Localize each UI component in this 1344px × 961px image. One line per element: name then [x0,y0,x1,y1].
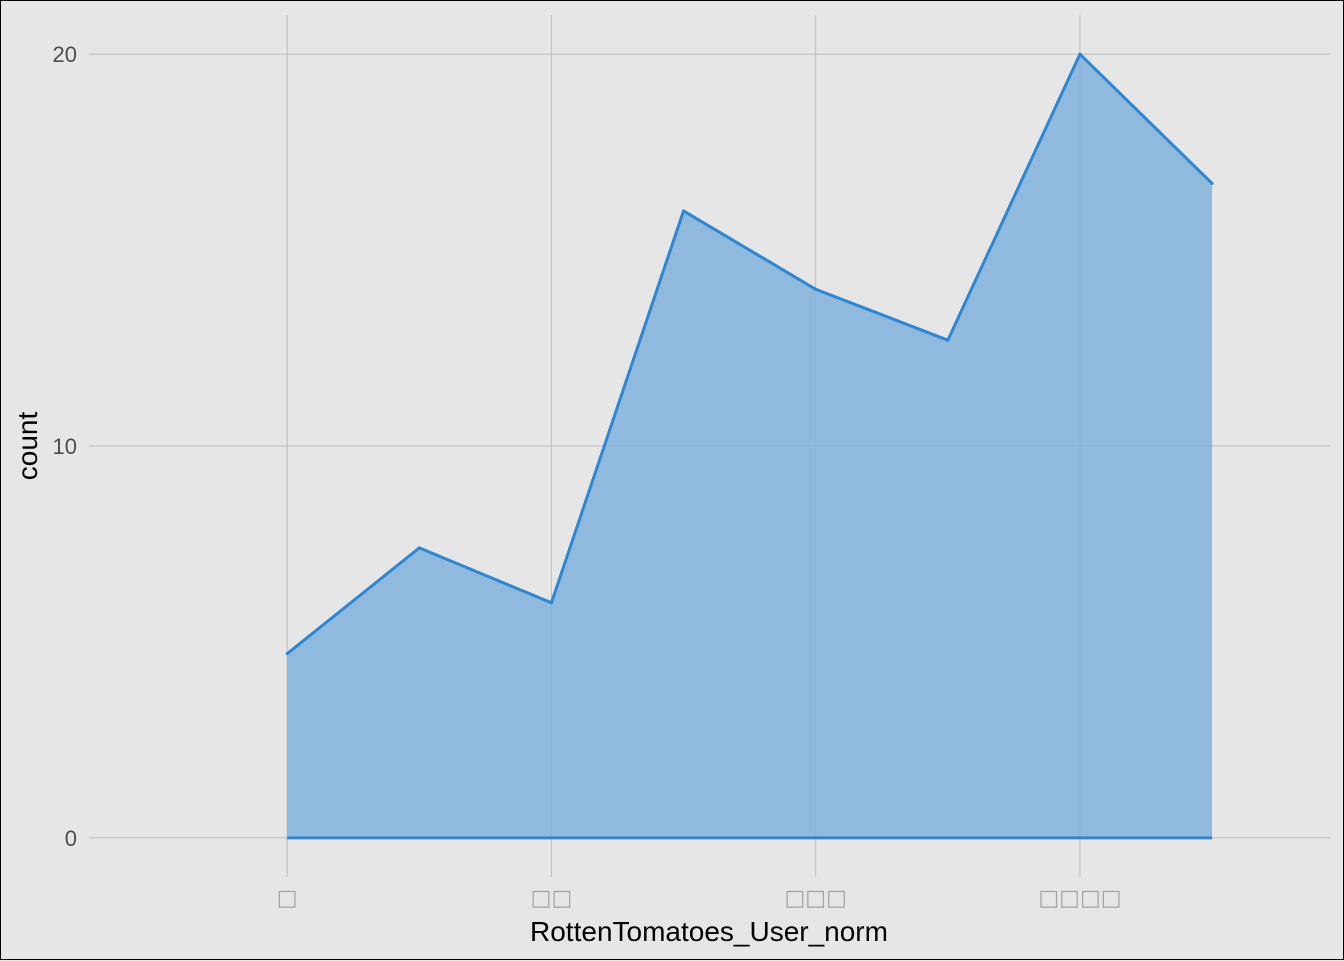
area-top-line [286,52,1214,655]
data-point [417,546,421,550]
x-tick-label: □□ [531,886,573,911]
x-tick-label: □ [277,886,298,911]
y-tick-label: 20 [53,42,77,67]
data-point [946,338,950,342]
x-tick-label: □□□□ [1038,886,1121,911]
data-point [285,652,289,656]
y-tick-label: 0 [65,826,77,851]
y-tick-label: 10 [53,434,77,459]
data-point [814,287,818,291]
y-axis-title: count [12,412,43,481]
data-point [1078,52,1082,56]
x-axis-title: RottenTomatoes_User_norm [530,916,888,947]
data-point [682,209,686,213]
area-fill [287,54,1213,838]
data-point [1210,181,1214,185]
area-series [285,52,1214,840]
data-point [549,601,553,605]
x-tick-label: □□□ [785,886,847,911]
